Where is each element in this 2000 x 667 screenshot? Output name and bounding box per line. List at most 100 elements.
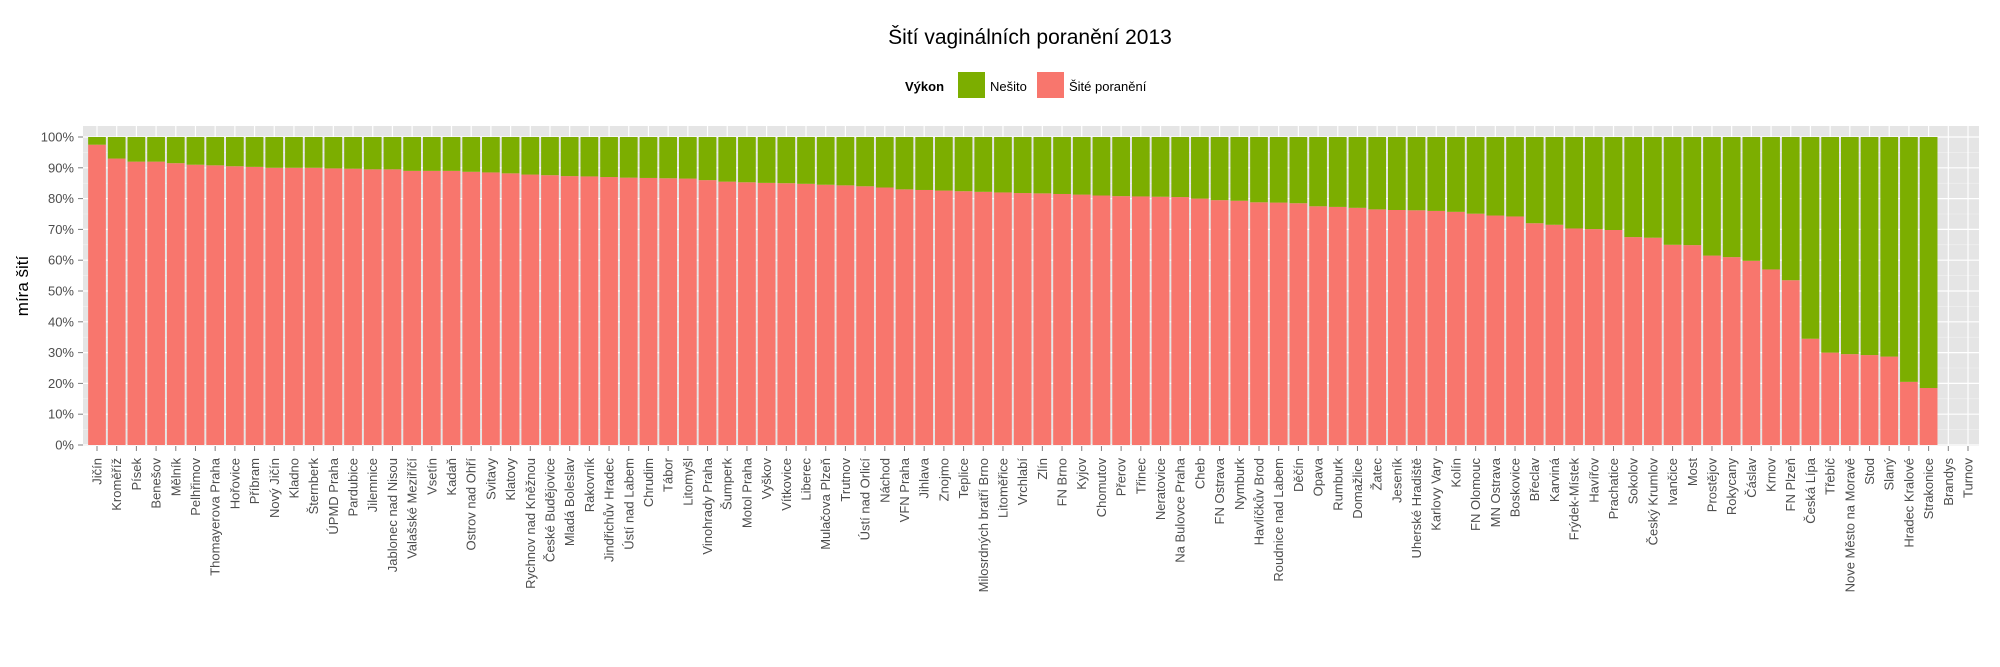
bar-neshito xyxy=(678,137,697,179)
x-tick-label: Jeseník xyxy=(1389,458,1404,503)
x-tick-label: Domažlice xyxy=(1350,458,1365,519)
bar-neshito xyxy=(1821,137,1839,353)
x-tick-label: Chomutov xyxy=(1094,458,1109,518)
bar-site-poraneni xyxy=(757,182,776,445)
x-tick-label: Zlín xyxy=(1035,458,1050,480)
x-tick-label: Vrchlabí xyxy=(1015,458,1030,506)
bar-neshito xyxy=(403,137,421,171)
bar-neshito xyxy=(1250,137,1268,203)
bar-site-poraneni xyxy=(206,165,225,445)
bar-site-poraneni xyxy=(1525,223,1544,445)
bar-site-poraneni xyxy=(324,168,343,445)
bar-neshito xyxy=(639,137,658,178)
bar-site-poraneni xyxy=(1840,354,1859,445)
x-tick-label: Kyjov xyxy=(1074,458,1089,490)
x-tick-label: Rakovník xyxy=(582,458,597,513)
x-tick-label: VFN Praha xyxy=(897,457,912,522)
bar-neshito xyxy=(265,137,284,168)
bar-neshito xyxy=(619,137,638,178)
bar-site-poraneni xyxy=(147,161,165,445)
bar-site-poraneni xyxy=(777,183,796,445)
x-tick-label: Čáslav xyxy=(1744,458,1759,498)
bar-neshito xyxy=(1191,137,1209,199)
bar-neshito xyxy=(521,137,540,175)
bar-neshito xyxy=(206,137,225,166)
bar-neshito xyxy=(226,137,244,167)
x-tick-label: Mělník xyxy=(168,458,183,497)
bar-neshito xyxy=(324,137,343,169)
x-tick-label: Ústí nad Labem xyxy=(621,458,636,550)
bar-site-poraneni xyxy=(1013,193,1032,445)
x-tick-label: Třebíč xyxy=(1823,458,1838,495)
bar-neshito xyxy=(1466,137,1485,214)
bar-site-poraneni xyxy=(619,177,638,445)
bar-site-poraneni xyxy=(816,184,835,446)
bar-neshito xyxy=(1644,137,1662,238)
bar-neshito xyxy=(1348,137,1367,208)
bar-neshito xyxy=(915,137,934,190)
bar-neshito xyxy=(698,137,717,181)
x-tick-label: Turnov xyxy=(1961,458,1976,498)
x-tick-label: Nove Město na Moravě xyxy=(1842,458,1857,592)
bar-site-poraneni xyxy=(639,177,658,446)
bar-site-poraneni xyxy=(1584,229,1603,445)
bar-neshito xyxy=(1624,137,1643,238)
bar-site-poraneni xyxy=(1624,237,1643,445)
bar-site-poraneni xyxy=(1703,255,1721,445)
bar-site-poraneni xyxy=(994,192,1012,445)
bar-site-poraneni xyxy=(166,163,185,445)
bar-neshito xyxy=(482,137,500,173)
x-tick-label: Mulačova Plzeň xyxy=(818,458,833,550)
bar-site-poraneni xyxy=(442,170,461,445)
bar-neshito xyxy=(1919,137,1938,389)
x-tick-label: Vinohrady Praha xyxy=(700,457,715,554)
bar-neshito xyxy=(1151,137,1170,197)
bar-site-poraneni xyxy=(875,187,894,445)
bar-neshito xyxy=(1762,137,1780,270)
y-tick-label: 80% xyxy=(48,191,74,206)
bar-neshito xyxy=(88,137,106,145)
bar-neshito xyxy=(1013,137,1032,194)
bar-neshito xyxy=(186,137,205,165)
bar-neshito xyxy=(1860,137,1879,356)
x-tick-label: Ostrov nad Ohří xyxy=(464,458,479,551)
x-tick-label: Teplice xyxy=(956,458,971,498)
bar-neshito xyxy=(757,137,776,183)
bar-neshito xyxy=(344,137,362,169)
bar-neshito xyxy=(1309,137,1327,207)
x-tick-label: Kolín xyxy=(1448,458,1463,488)
x-tick-label: Karlovy Vary xyxy=(1429,458,1444,531)
bar-site-poraneni xyxy=(1447,211,1465,445)
bar-neshito xyxy=(954,137,973,192)
bar-site-poraneni xyxy=(1112,196,1130,445)
bar-neshito xyxy=(541,137,559,176)
bar-site-poraneni xyxy=(226,166,244,445)
y-axis-title: míra šití xyxy=(13,256,32,317)
bar-neshito xyxy=(1506,137,1524,217)
y-tick-label: 70% xyxy=(48,222,74,237)
legend-label-site-poraneni: Šité poranění xyxy=(1069,79,1147,94)
bar-site-poraneni xyxy=(1644,237,1662,445)
x-tick-label: Roudnice nad Labem xyxy=(1271,458,1286,582)
bar-neshito xyxy=(1230,137,1249,201)
bar-site-poraneni xyxy=(363,169,382,445)
x-tick-label: Litoměřice xyxy=(995,458,1010,518)
bar-neshito xyxy=(994,137,1012,193)
bar-neshito xyxy=(856,137,874,187)
x-tick-label: Kroměříž xyxy=(109,458,124,511)
bar-neshito xyxy=(1840,137,1859,355)
bar-neshito xyxy=(580,137,599,177)
bar-neshito xyxy=(442,137,461,171)
x-tick-label: Prachatice xyxy=(1606,458,1621,519)
x-tick-label: Břeclav xyxy=(1527,458,1542,502)
x-tick-label: Český Krumlov xyxy=(1645,458,1660,546)
x-tick-label: Šumperk xyxy=(720,458,735,511)
bar-site-poraneni xyxy=(107,158,126,445)
x-tick-label: Rychnov nad Kněžnou xyxy=(523,458,538,589)
y-tick-label: 40% xyxy=(48,314,74,329)
bar-neshito xyxy=(1683,137,1702,246)
x-tick-label: Nový Jičín xyxy=(267,458,282,518)
bar-site-poraneni xyxy=(1368,209,1387,445)
x-axis: Jičín Kroměříž Písek Benešov Mělník Pelhřimov… xyxy=(90,446,1976,592)
x-tick-label: MN Ostrava xyxy=(1488,457,1503,527)
